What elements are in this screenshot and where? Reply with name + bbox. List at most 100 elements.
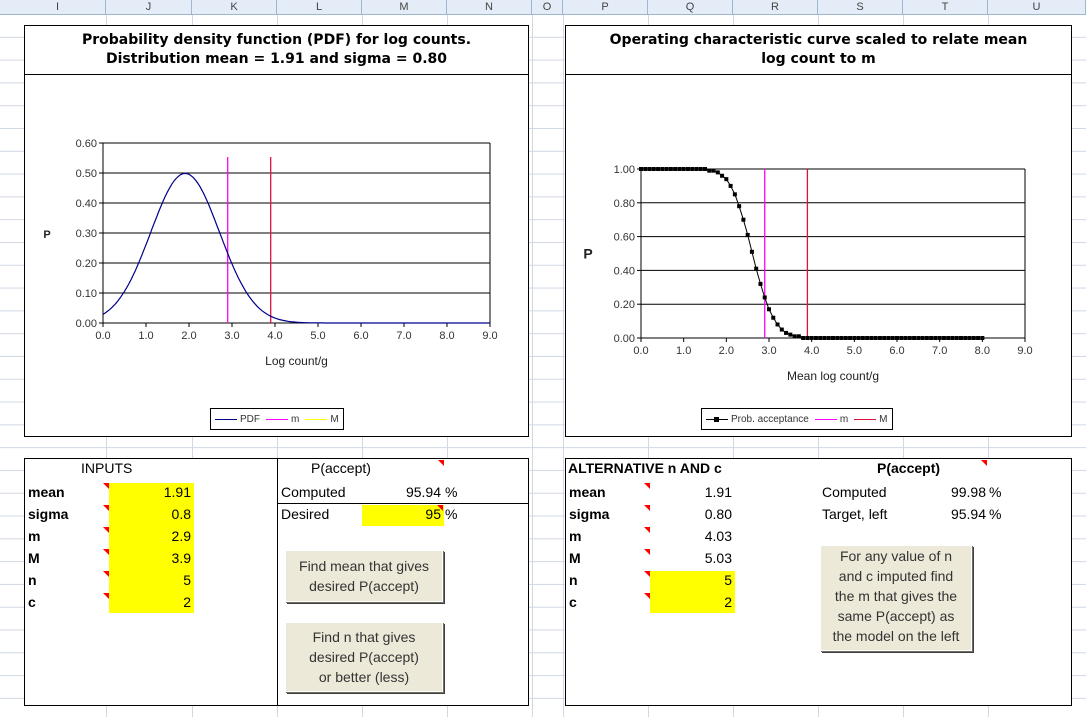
- alt-computed-value[interactable]: 99.98: [950, 484, 986, 500]
- data-point: [899, 336, 904, 340]
- x-axis-title: Mean log count/g: [787, 369, 879, 383]
- column-header[interactable]: Q: [648, 0, 733, 14]
- data-point: [831, 336, 835, 340]
- input-sigma-cell[interactable]: 0.8: [171, 506, 191, 522]
- legend-item-m: m: [814, 414, 848, 425]
- alt-label-c: c: [569, 594, 577, 610]
- inputs-header: INPUTS: [81, 460, 133, 476]
- data-point: [860, 336, 865, 340]
- data-point: [784, 330, 789, 335]
- data-point: [703, 167, 707, 171]
- comment-indicator[interactable]: [103, 483, 109, 489]
- data-point: [865, 336, 870, 340]
- alt-M-cell[interactable]: 5.03: [704, 550, 732, 566]
- column-header[interactable]: R: [733, 0, 818, 14]
- pdf-chart-legend[interactable]: PDF m M: [210, 408, 344, 430]
- alt-c-cell[interactable]: 2: [724, 594, 732, 610]
- find-mean-button[interactable]: Find mean that gives desired P(accept): [285, 550, 443, 602]
- column-header[interactable]: L: [277, 0, 362, 14]
- data-point: [758, 281, 763, 286]
- data-point: [724, 177, 729, 182]
- comment-indicator[interactable]: [437, 505, 443, 511]
- data-point: [877, 336, 882, 340]
- data-point: [775, 322, 780, 327]
- x-tick-label: 2.0: [719, 345, 734, 357]
- data-point: [792, 334, 797, 339]
- input-mean-cell[interactable]: 1.91: [163, 484, 191, 500]
- x-tick-label: 7.0: [396, 330, 411, 342]
- oc-chart-legend[interactable]: Prob. acceptance m M: [701, 408, 893, 430]
- computed-value[interactable]: 95.94: [405, 484, 441, 500]
- comment-indicator[interactable]: [103, 593, 109, 599]
- comment-indicator[interactable]: [981, 460, 987, 466]
- alt-mean-cell[interactable]: 1.91: [704, 484, 732, 500]
- comment-indicator[interactable]: [103, 571, 109, 577]
- oc-chart[interactable]: Operating characteristic curve scaled to…: [565, 25, 1072, 437]
- comment-indicator[interactable]: [644, 505, 650, 511]
- data-point: [660, 167, 665, 171]
- x-tick-label: 3.0: [224, 330, 239, 342]
- data-point: [813, 336, 818, 340]
- column-header[interactable]: K: [192, 0, 277, 14]
- data-point: [796, 334, 801, 339]
- data-point: [903, 336, 908, 340]
- column-header[interactable]: T: [903, 0, 988, 14]
- comment-indicator[interactable]: [438, 460, 444, 466]
- column-header[interactable]: S: [818, 0, 903, 14]
- comment-indicator[interactable]: [644, 549, 650, 555]
- comment-indicator[interactable]: [644, 571, 650, 577]
- alt-computed-label: Computed: [822, 484, 887, 500]
- y-tick-label: 0.20: [614, 299, 635, 311]
- column-header[interactable]: I: [10, 0, 106, 14]
- y-tick-label: 0.60: [614, 232, 635, 244]
- column-header[interactable]: J: [106, 0, 192, 14]
- pdf-chart[interactable]: Probability density function (PDF) for l…: [24, 25, 529, 437]
- data-point: [801, 336, 806, 340]
- column-header[interactable]: P: [563, 0, 648, 14]
- data-point: [728, 183, 733, 188]
- alt-n-cell[interactable]: 5: [724, 572, 732, 588]
- data-point: [886, 336, 891, 340]
- input-c-cell[interactable]: 2: [183, 594, 191, 610]
- alt-m-cell[interactable]: 4.03: [704, 528, 732, 544]
- target-value[interactable]: 95.94: [950, 506, 986, 522]
- data-point: [963, 336, 968, 340]
- input-M-cell[interactable]: 3.9: [171, 550, 191, 566]
- alt-sigma-cell[interactable]: 0.80: [704, 506, 732, 522]
- data-point: [809, 336, 814, 340]
- data-point: [869, 336, 874, 340]
- comment-indicator[interactable]: [103, 527, 109, 533]
- input-m-cell[interactable]: 2.9: [171, 528, 191, 544]
- comment-indicator[interactable]: [644, 527, 650, 533]
- comment-indicator[interactable]: [103, 549, 109, 555]
- data-point: [848, 336, 853, 340]
- input-label-sigma: sigma: [28, 506, 69, 522]
- column-header[interactable]: U: [988, 0, 1086, 14]
- alt-label-m: m: [569, 528, 582, 544]
- comment-indicator[interactable]: [644, 483, 650, 489]
- column-header[interactable]: O: [532, 0, 563, 14]
- x-tick-label: 1.0: [138, 330, 153, 342]
- comment-indicator[interactable]: [644, 593, 650, 599]
- data-point: [754, 266, 759, 271]
- desired-value[interactable]: 95: [425, 506, 441, 522]
- target-unit: %: [989, 506, 1002, 522]
- data-point: [698, 167, 703, 171]
- y-axis-title: P: [583, 246, 592, 262]
- column-header[interactable]: M: [362, 0, 447, 14]
- alt-note-button[interactable]: For any value of n and c imputed find th…: [820, 545, 972, 651]
- input-highlight: [109, 483, 194, 613]
- data-point: [771, 315, 776, 320]
- y-tick-label: 1.00: [614, 164, 635, 176]
- divider: [277, 503, 528, 504]
- y-tick-label: 0.40: [614, 265, 635, 277]
- input-n-cell[interactable]: 5: [183, 572, 191, 588]
- comment-indicator[interactable]: [103, 505, 109, 511]
- desired-label: Desired: [281, 506, 330, 522]
- oc-chart-plot: 0.00 0.20 0.40 0.60 0.80 1.00 0.0 1.0 2.0 3.0 4.0 5…: [583, 164, 1032, 383]
- target-label: Target, left: [822, 506, 888, 522]
- y-tick-label: 0.00: [614, 333, 635, 345]
- find-n-button[interactable]: Find n that gives desired P(accept) or b…: [285, 622, 443, 692]
- column-header[interactable]: N: [447, 0, 532, 14]
- input-label-m: m: [28, 528, 41, 544]
